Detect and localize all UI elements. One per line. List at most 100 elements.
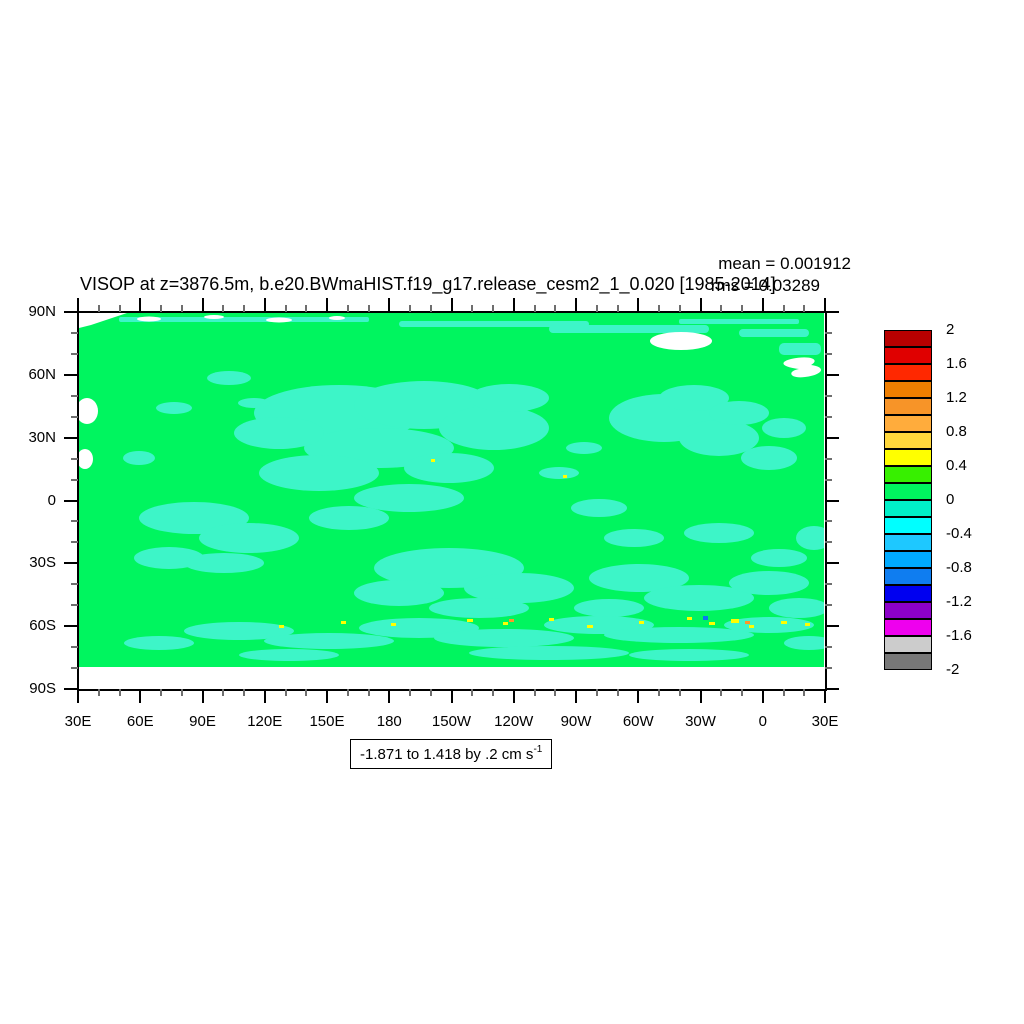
- y-axis-right-tick: [825, 625, 839, 628]
- y-axis-minor-tick: [71, 583, 78, 586]
- x-axis-label: 0: [758, 713, 767, 730]
- x-axis-major-tick: [77, 689, 79, 703]
- y-axis-right-minor-tick: [825, 604, 832, 607]
- x-axis-top-tick: [77, 298, 79, 312]
- y-axis-major-tick: [64, 625, 78, 628]
- colorbar-box: [884, 534, 932, 551]
- y-axis-major-tick: [64, 499, 78, 502]
- y-axis-right-minor-tick: [825, 394, 832, 397]
- contour-range-box: -1.871 to 1.418 by .2 cm s-1: [350, 739, 553, 769]
- y-axis-minor-tick: [71, 415, 78, 418]
- colorbar-box: [884, 551, 932, 568]
- positive-speck-points: [279, 459, 810, 628]
- x-axis-minor-tick: [97, 689, 100, 696]
- x-axis-label: 150W: [431, 713, 472, 730]
- colorbar-label: 2: [946, 321, 955, 338]
- x-axis-top-tick: [761, 298, 764, 312]
- x-axis-top-minor-tick: [160, 305, 162, 312]
- y-axis-major-tick: [64, 311, 78, 313]
- plot-title: VISOP at z=3876.5m, b.e20.BWmaHIST.f19_g…: [80, 274, 776, 294]
- y-axis-right-minor-tick: [825, 667, 832, 670]
- colorbar-box: [884, 585, 932, 602]
- y-axis-major-tick: [64, 562, 78, 565]
- y-axis-right-tick: [825, 373, 839, 376]
- x-axis-major-tick: [201, 689, 204, 703]
- x-axis-top-minor-tick: [222, 305, 225, 312]
- colorbar-box: [884, 517, 932, 534]
- rms-stat: rms = 0.03289: [710, 276, 820, 295]
- x-axis-label: 30W: [685, 713, 716, 730]
- y-axis-right-tick: [825, 688, 839, 690]
- x-axis-minor-tick: [720, 689, 723, 696]
- y-axis-minor-tick: [71, 331, 78, 334]
- y-axis-right-minor-tick: [825, 583, 832, 586]
- y-axis-right-minor-tick: [825, 646, 832, 649]
- x-axis-top-minor-tick: [678, 305, 681, 312]
- colorbar-label: 1.2: [946, 389, 967, 406]
- y-axis-label: 90N: [28, 303, 56, 320]
- y-axis-right-tick: [825, 499, 839, 502]
- colorbar-label: 0: [946, 491, 955, 508]
- x-axis-minor-tick: [118, 689, 121, 696]
- x-axis-top-tick: [139, 298, 142, 312]
- y-axis-major-tick: [64, 373, 78, 376]
- x-axis-top-minor-tick: [782, 305, 785, 312]
- y-axis-major-tick: [64, 436, 78, 439]
- x-axis-major-tick: [388, 689, 391, 703]
- colorbar-box: [884, 381, 932, 398]
- x-axis-top-minor-tick: [658, 305, 660, 312]
- x-axis-top-tick: [637, 298, 640, 312]
- x-axis-top-minor-tick: [471, 305, 474, 312]
- colorbar-box: [884, 432, 932, 449]
- contour-range-label: -1.871 to 1.418 by .2 cm s: [360, 746, 534, 763]
- x-axis-major-tick: [326, 689, 328, 703]
- x-axis-minor-tick: [658, 689, 660, 696]
- x-axis-top-minor-tick: [409, 305, 411, 312]
- y-axis-label: 90S: [29, 680, 56, 697]
- y-axis-right-tick: [825, 436, 839, 439]
- x-axis-top-minor-tick: [346, 305, 349, 312]
- y-axis-minor-tick: [71, 478, 78, 481]
- x-axis-major-tick: [450, 689, 453, 703]
- x-axis-label: 30E: [64, 713, 92, 730]
- y-axis-minor-tick: [71, 520, 78, 523]
- colorbar-box: [884, 619, 932, 636]
- colorbar-box: [884, 398, 932, 415]
- x-axis-label: 120W: [494, 713, 534, 730]
- y-axis-minor-tick: [71, 646, 78, 649]
- y-axis-label: 60N: [28, 365, 56, 383]
- x-axis-minor-tick: [180, 689, 183, 696]
- x-axis-top-minor-tick: [533, 305, 536, 312]
- x-axis-label: 90W: [560, 713, 592, 730]
- x-axis-label: 180: [376, 713, 402, 730]
- colorbar-label: -0.4: [946, 525, 972, 542]
- colorbar-box: [884, 415, 932, 432]
- colorbar-box: [884, 466, 932, 483]
- x-axis-label: 150E: [309, 713, 345, 730]
- x-axis-top-minor-tick: [492, 305, 494, 312]
- x-axis-minor-tick: [492, 689, 494, 696]
- colorbar-label: -1.2: [946, 593, 972, 610]
- colorbar-label: -0.8: [946, 559, 972, 576]
- colorbar-box: [884, 364, 932, 381]
- colorbar-label: -2: [946, 661, 960, 678]
- x-axis-minor-tick: [803, 689, 806, 696]
- y-axis-minor-tick: [71, 667, 78, 670]
- x-axis-top-minor-tick: [180, 305, 183, 312]
- colorbar-label: -1.6: [946, 627, 972, 644]
- colorbar-box: [884, 330, 932, 347]
- y-axis-right-tick: [825, 562, 839, 565]
- y-axis-label: 60S: [29, 617, 56, 635]
- colorbar-box: [884, 347, 932, 364]
- y-axis-right-minor-tick: [825, 520, 832, 523]
- colorbar-box: [884, 653, 932, 670]
- x-axis-minor-tick: [471, 689, 474, 696]
- x-axis-minor-tick: [554, 689, 557, 696]
- negative-anomaly-patches: [119, 317, 824, 661]
- y-axis-major-tick: [64, 688, 78, 690]
- colorbar-box: [884, 500, 932, 517]
- y-axis-minor-tick: [71, 541, 78, 544]
- x-axis-label: 30E: [811, 713, 839, 730]
- x-axis-label: 60E: [126, 713, 154, 730]
